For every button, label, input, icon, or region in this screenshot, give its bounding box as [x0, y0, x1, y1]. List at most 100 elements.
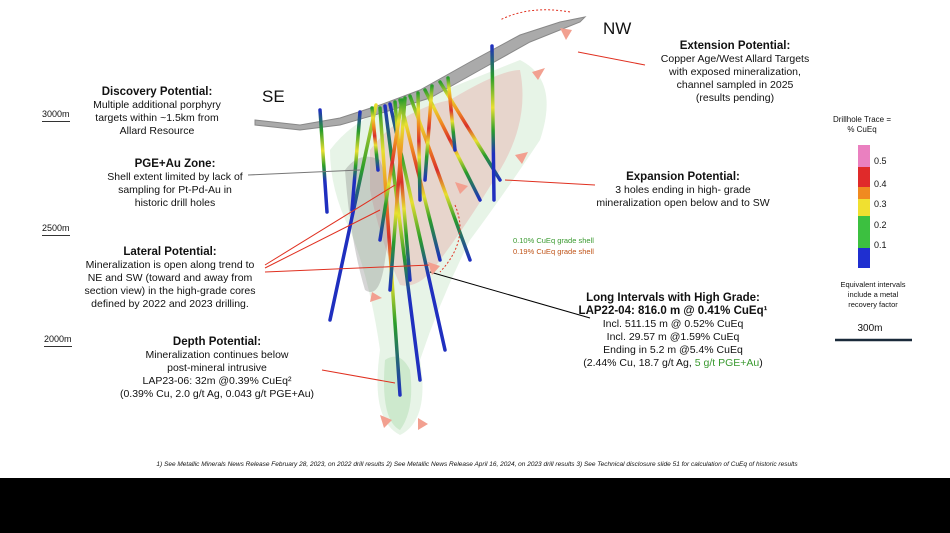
callout-line: Incl. 511.15 m @ 0.52% CuEq: [602, 318, 744, 330]
callout-line: channel sampled in 2025: [676, 79, 794, 91]
drillhole: [378, 106, 402, 397]
arrow: [532, 68, 545, 80]
elevation-label: 2500m: [42, 222, 70, 236]
callout-line: section view) in the high-grade cores: [84, 285, 256, 297]
legend-title: Drillhole Trace =% CuEq: [833, 115, 891, 135]
callout-line: 3 holes ending in high- grade: [615, 184, 751, 196]
callout-line: defined by 2022 and 2023 drilling.: [91, 298, 249, 310]
grade-shell-inner: [370, 70, 523, 286]
legend-colorbar: [858, 145, 870, 268]
drillhole: [416, 91, 422, 202]
elevation-label: 3000m: [42, 108, 70, 122]
legend-value: 0.1: [874, 240, 887, 250]
dotted-extension: [499, 9, 571, 21]
callout-subtitle: LAP22-04: 816.0 m @ 0.41% CuEq¹: [578, 305, 768, 317]
callout-line: LAP23-06: 32m @0.39% CuEq²: [142, 375, 292, 387]
callout-line: post-mineral intrusive: [167, 362, 267, 374]
legend-value: 0.5: [874, 156, 887, 166]
arrow: [428, 262, 440, 275]
callout-line: Mineralization continues below: [145, 349, 289, 361]
callout: Discovery Potential: Multiple additional …: [93, 86, 221, 138]
callout-line: Shell extent limited by lack of: [107, 171, 243, 183]
pointer: [321, 369, 396, 384]
callout-title: Lateral Potential:: [123, 246, 217, 258]
callout-line: targets within ~1.5km from: [95, 112, 219, 124]
text: Drillhole Trace =: [832, 115, 892, 124]
scale-label: 300m: [857, 323, 883, 334]
callout: Long Intervals with High Grade: LAP22-04…: [579, 292, 768, 370]
callout: Depth Potential: Mineralization continues…: [120, 336, 314, 401]
callout-line: Ending in 5.2 m @5.4% CuEq: [603, 344, 743, 356]
drillholes: [318, 44, 502, 397]
legend-swatch: [858, 187, 870, 199]
legend-swatch: [858, 248, 870, 268]
dotted-expansion: [439, 204, 461, 273]
callout-line: mineralization open below and to SW: [596, 197, 770, 209]
text: include a metal: [847, 290, 899, 299]
callout-line: sampling for Pt-Pd-Au in: [118, 184, 232, 196]
arrow: [455, 182, 468, 194]
callout-line: (2.44% Cu, 18.7 g/t Ag, 5 g/t PGE+Au): [579, 357, 768, 370]
callout-line: Multiple additional porphyry: [93, 99, 221, 111]
callout-title: Discovery Potential:: [101, 86, 213, 98]
callout-line: Allard Resource: [119, 125, 195, 137]
text: Equivalent intervals: [840, 280, 906, 289]
text: % CuEq: [847, 125, 877, 134]
drillhole: [423, 84, 434, 182]
pointers: [264, 9, 646, 384]
drillhole: [370, 106, 380, 172]
legend-swatch: [858, 145, 870, 167]
callout-line: with exposed mineralization,: [669, 66, 801, 78]
callout-line: Copper Age/West Allard Targets: [660, 53, 810, 65]
footnote: 1) See Metallic Minerals News Release Fe…: [156, 461, 798, 468]
legend-swatch: [858, 216, 870, 248]
callout: PGE+Au Zone: Shell extent limited by lack…: [107, 158, 242, 210]
callout: Expansion Potential: 3 holes ending in hi…: [596, 171, 769, 210]
pointer: [264, 184, 396, 266]
arrow: [560, 28, 572, 40]
callout-title: PGE+Au Zone:: [134, 158, 216, 170]
elevation-label: 2000m: [44, 333, 72, 347]
callout-title: Expansion Potential:: [626, 171, 740, 183]
arrow: [370, 292, 382, 302]
callout-line: (0.39% Cu, 2.0 g/t Ag, 0.043 g/t PGE+Au): [119, 388, 315, 400]
direction-label: NW: [603, 19, 632, 38]
callout-title: Long Intervals with High Grade:: [586, 292, 760, 304]
text: recovery factor: [848, 300, 898, 309]
pointer: [264, 264, 431, 273]
legend-value: 0.2: [874, 220, 887, 230]
legend-value: 0.3: [874, 199, 887, 209]
callout-line: Incl. 29.57 m @1.59% CuEq: [606, 331, 740, 343]
callout-line: (results pending): [695, 92, 775, 104]
pointer: [577, 51, 646, 66]
black-band: [0, 478, 950, 533]
legend-swatch: [858, 167, 870, 187]
direction-label: SE: [262, 87, 285, 106]
callout: Lateral Potential: Mineralization is open…: [84, 246, 255, 311]
pointer: [264, 209, 381, 269]
legend-note: Equivalent intervals include a metal recov…: [840, 280, 905, 310]
callout-line: NE and SW (toward and away from: [87, 272, 253, 284]
drillhole: [383, 104, 422, 382]
arrow: [418, 418, 428, 430]
legend-value: 0.4: [874, 179, 887, 189]
pointer: [429, 271, 591, 319]
drillhole: [328, 103, 378, 322]
pointer: [504, 179, 596, 186]
drillhole: [446, 76, 457, 152]
callout-line: Mineralization is open along trend to: [85, 259, 255, 271]
drillhole: [318, 108, 329, 214]
callout-title: Extension Potential:: [679, 40, 791, 52]
text: (2.44% Cu, 18.7 g/t Ag,: [583, 357, 695, 369]
pointer: [247, 169, 361, 176]
drillhole: [350, 110, 362, 212]
drillhole: [490, 44, 496, 202]
arrow: [380, 415, 392, 428]
depth-shell: [384, 356, 412, 430]
drillhole: [388, 96, 407, 292]
shell-label: 0.19% CuEq grade shell: [513, 247, 594, 256]
legend-swatch: [858, 199, 870, 216]
callout: Extension Potential: Copper Age/West Alla…: [661, 40, 809, 105]
